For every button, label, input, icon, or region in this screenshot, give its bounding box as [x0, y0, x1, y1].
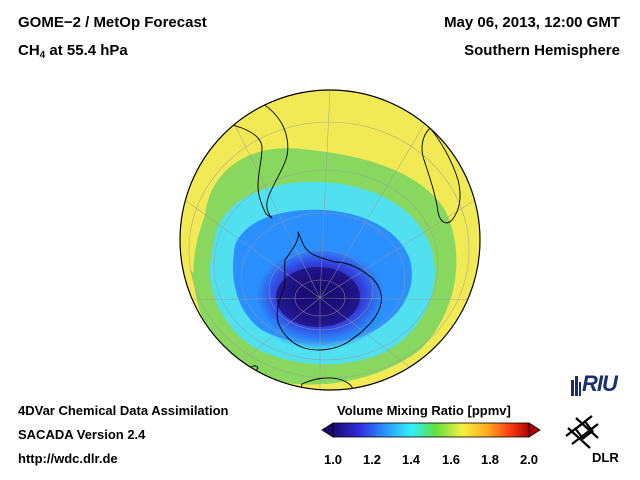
- species-label: CH4 at 55.4 hPa: [18, 42, 128, 61]
- colorbar-tick-label: 1.6: [441, 452, 461, 467]
- colorbar-tick-label: 1.0: [323, 452, 343, 467]
- africa-coast: [421, 127, 461, 224]
- colorbar-left-arrow: [321, 422, 334, 438]
- colorbar-gradient: [332, 422, 530, 438]
- footer-url: http://wdc.dlr.de: [18, 451, 118, 466]
- graticule: [181, 90, 479, 390]
- colorbar-tick-label: 2.0: [519, 452, 539, 467]
- footer-line-1: 4DVar Chemical Data Assimilation: [18, 403, 229, 418]
- footer-line-2: SACADA Version 2.4: [18, 427, 146, 442]
- colorbar: [321, 422, 541, 438]
- dlr-logo: [565, 415, 599, 449]
- antarctica-coast: [276, 231, 382, 351]
- colorbar-right-arrow: [528, 422, 541, 438]
- forecast-datetime: May 06, 2013, 12:00 GMT: [444, 14, 620, 31]
- region-label: Southern Hemisphere: [464, 42, 620, 59]
- field-layer: [180, 90, 480, 390]
- riu-logo: [571, 376, 581, 396]
- australia-coast: [299, 377, 354, 390]
- colorbar-tick-label: 1.2: [362, 452, 382, 467]
- colorbar-title: Volume Mixing Ratio [ppmv]: [337, 403, 511, 418]
- dlr-logo-text: DLR: [592, 450, 619, 465]
- colorbar-tick-label: 1.8: [480, 452, 500, 467]
- colorbar-tick-label: 1.4: [401, 452, 421, 467]
- south-america-coast: [217, 98, 289, 219]
- globe-outline: [179, 89, 481, 391]
- map-title: GOME−2 / MetOp Forecast: [18, 14, 207, 31]
- coastlines: [217, 98, 461, 390]
- riu-logo-text: RIU: [582, 371, 618, 396]
